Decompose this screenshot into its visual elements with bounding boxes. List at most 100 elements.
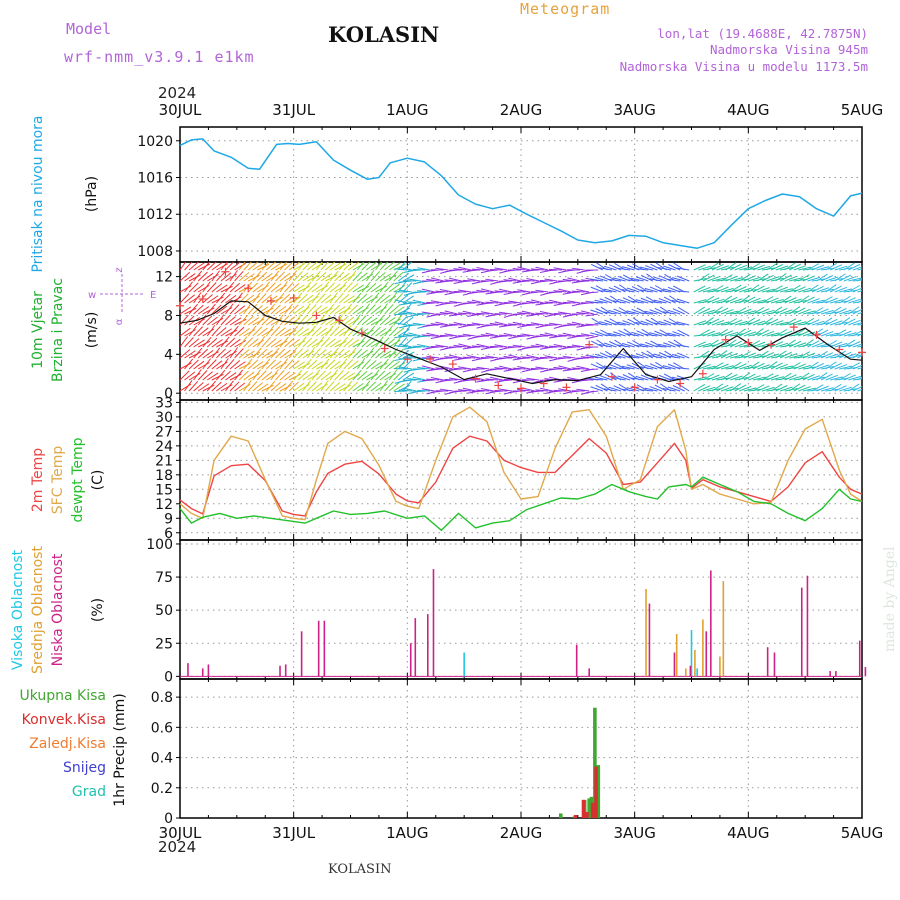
wind-vector bbox=[839, 330, 852, 337]
wind-vector bbox=[539, 333, 553, 337]
wind-vector bbox=[843, 262, 855, 271]
wind-vector bbox=[861, 291, 862, 292]
wind-vector bbox=[676, 275, 690, 282]
wind-vector bbox=[421, 302, 435, 305]
wind-vector bbox=[439, 289, 453, 293]
wind-vector bbox=[211, 347, 221, 359]
wind-vector bbox=[843, 339, 856, 348]
wind-vector bbox=[439, 311, 453, 315]
wind-vector bbox=[626, 287, 640, 293]
wind-vector bbox=[645, 319, 658, 326]
wind-vector bbox=[388, 318, 401, 326]
wind-vector bbox=[622, 320, 635, 326]
wind-vector bbox=[297, 262, 305, 271]
wind-vector bbox=[676, 267, 690, 271]
wind-vector bbox=[347, 270, 357, 282]
wind-vector bbox=[630, 277, 644, 282]
wind-vector bbox=[857, 299, 862, 304]
wind-vector bbox=[594, 322, 608, 326]
wind-vector bbox=[667, 332, 681, 337]
wind-vector bbox=[530, 313, 544, 316]
wind-vector bbox=[338, 371, 350, 381]
wind-vector bbox=[211, 304, 222, 315]
wind-vector bbox=[311, 361, 323, 370]
wind-vector bbox=[393, 362, 406, 370]
wind-vector bbox=[698, 273, 710, 282]
wind-vector bbox=[852, 287, 862, 293]
wind-vector bbox=[343, 282, 353, 293]
wind-vector bbox=[698, 385, 711, 392]
wind-vector bbox=[421, 379, 435, 382]
compass-w: w bbox=[88, 290, 96, 301]
wind-vector bbox=[843, 332, 857, 337]
wind-vector bbox=[861, 324, 862, 325]
wind-vector bbox=[729, 284, 742, 293]
wind-vector bbox=[798, 295, 810, 304]
wind-vector bbox=[338, 349, 350, 359]
wind-vector bbox=[297, 370, 309, 381]
y-tick-label: 12 bbox=[155, 497, 173, 513]
wind-vector bbox=[388, 360, 400, 370]
wind-vector bbox=[252, 262, 264, 271]
wind-vector bbox=[288, 381, 299, 392]
wind-vector bbox=[476, 366, 490, 370]
wind-vector bbox=[635, 353, 649, 359]
wind-vector bbox=[770, 298, 784, 304]
wind-vector bbox=[590, 386, 604, 392]
wind-vector bbox=[379, 337, 390, 348]
wind-vector bbox=[234, 305, 245, 315]
wind-vector bbox=[402, 380, 412, 392]
wind-vector bbox=[275, 348, 286, 359]
precip-bar bbox=[590, 802, 595, 818]
wind-vector bbox=[738, 295, 751, 304]
wind-vector bbox=[193, 270, 203, 282]
wind-vector bbox=[398, 389, 412, 392]
wind-gust-mark bbox=[494, 381, 503, 390]
wind-vector bbox=[412, 299, 426, 304]
wind-vector bbox=[366, 317, 378, 326]
wind-vector bbox=[356, 293, 368, 304]
wind-vector bbox=[243, 358, 253, 370]
wind-vector bbox=[761, 352, 774, 359]
wind-vector bbox=[184, 262, 193, 271]
wind-vector bbox=[603, 342, 617, 348]
wind-vector bbox=[462, 310, 476, 315]
wind-vector bbox=[238, 272, 250, 282]
wind-vector bbox=[435, 367, 449, 370]
wind-gust-mark bbox=[357, 328, 366, 337]
wind-vector bbox=[617, 375, 631, 381]
wind-vector bbox=[507, 368, 522, 371]
wind-vector bbox=[848, 285, 860, 293]
wind-vector bbox=[503, 355, 517, 359]
wind-vector bbox=[316, 362, 329, 370]
x-tick-label-bottom: 2AUG bbox=[500, 824, 542, 842]
wind-vector bbox=[635, 344, 649, 348]
wind-vector bbox=[426, 301, 440, 304]
wind-vector bbox=[234, 326, 245, 337]
wind-vector bbox=[216, 263, 228, 271]
wind-vector bbox=[639, 366, 653, 370]
wind-vector bbox=[238, 370, 249, 381]
wind-vector bbox=[225, 337, 236, 348]
wind-vector bbox=[234, 284, 246, 293]
wind-vector bbox=[640, 320, 654, 326]
wind-vector bbox=[444, 310, 458, 315]
wind-vector bbox=[698, 286, 711, 293]
wind-vector bbox=[211, 270, 221, 282]
wind-vector bbox=[370, 318, 383, 326]
wind-vector bbox=[316, 370, 326, 381]
wind-vector bbox=[789, 298, 802, 304]
wind-vector bbox=[668, 264, 681, 271]
wind-vector bbox=[398, 357, 412, 360]
wind-vector bbox=[403, 387, 417, 392]
wind-gust-mark bbox=[335, 316, 344, 325]
wind-vector bbox=[379, 380, 389, 392]
wind-vector bbox=[407, 378, 422, 381]
wind-vector bbox=[256, 314, 266, 326]
wind-vector bbox=[334, 340, 347, 348]
wind-vector bbox=[334, 271, 345, 282]
wind-vector bbox=[266, 303, 276, 315]
wind-vector bbox=[361, 380, 371, 392]
wind-vector bbox=[485, 346, 499, 349]
wind-vector bbox=[599, 275, 613, 282]
